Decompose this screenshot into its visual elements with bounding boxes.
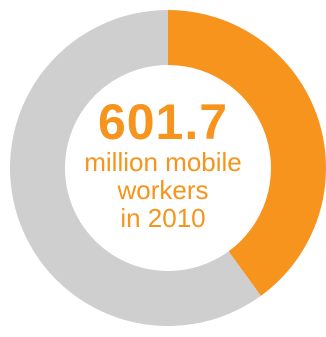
center-line-1: million mobile bbox=[84, 147, 242, 177]
center-line-3: in 2010 bbox=[120, 203, 206, 233]
center-value: 601.7 bbox=[97, 94, 229, 150]
center-line-2: workers bbox=[117, 175, 209, 205]
donut-slices bbox=[9, 10, 326, 326]
donut-slice-2 bbox=[9, 10, 261, 326]
center-label: 601.7 million mobile workers in 2010 bbox=[68, 96, 258, 232]
donut-slice-1 bbox=[168, 10, 326, 296]
